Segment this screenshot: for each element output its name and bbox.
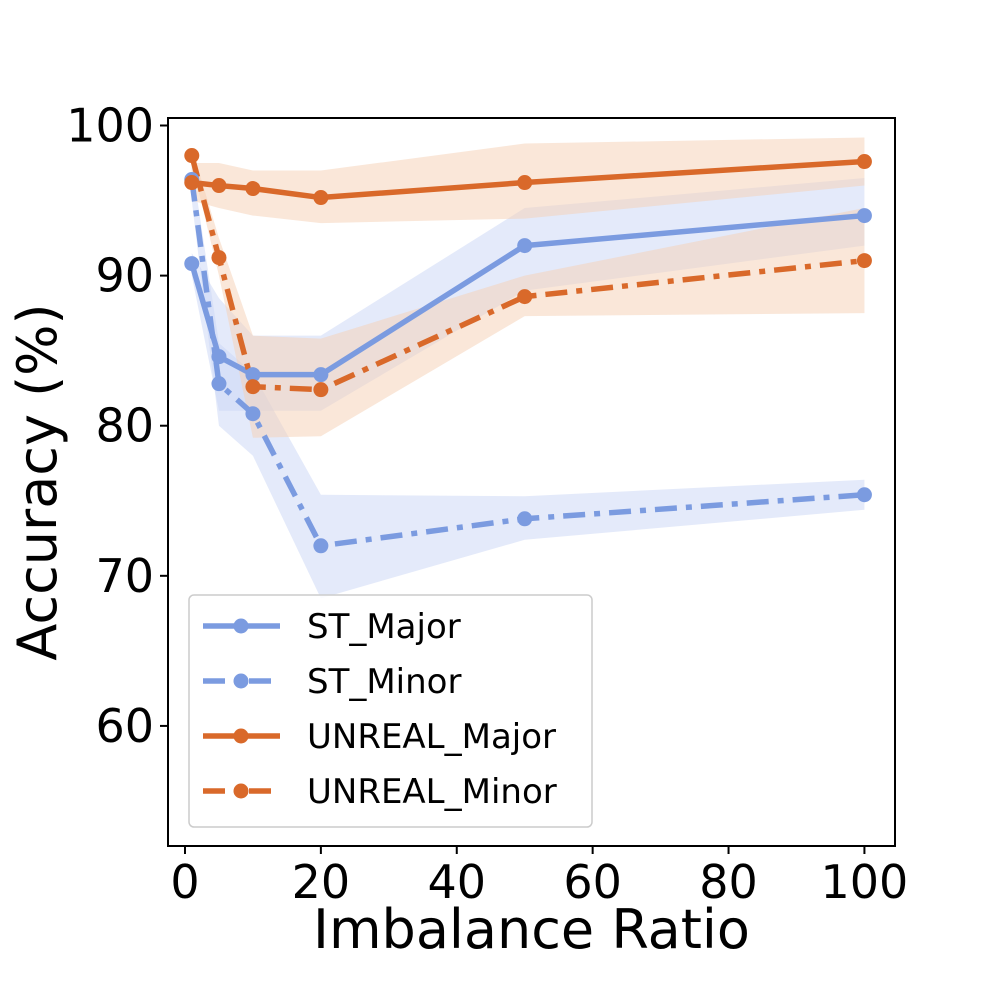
legend-label-st-major: ST_Major — [307, 607, 461, 647]
unreal-minor-point — [856, 253, 872, 269]
unreal-minor-point — [517, 289, 533, 305]
y-tick-label: 90 — [95, 249, 154, 303]
unreal-major-point — [211, 178, 227, 194]
st-major-point — [211, 349, 227, 365]
st-major-point — [856, 208, 872, 224]
unreal-major-point — [245, 181, 261, 197]
x-tick-label: 100 — [821, 855, 909, 909]
legend-label-unreal-minor: UNREAL_Minor — [307, 772, 557, 812]
confidence-bands — [191, 137, 865, 599]
st-major-point — [313, 367, 329, 383]
plot-frame — [167, 117, 896, 847]
st-minor-point — [517, 511, 533, 527]
x-tick-label: 0 — [170, 855, 199, 909]
legend-label-st-minor: ST_Minor — [307, 662, 461, 702]
y-tick-label: 70 — [95, 549, 154, 603]
st-major-point — [245, 367, 261, 383]
st-minor-point — [211, 376, 227, 392]
st-major-line — [189, 212, 865, 378]
x-tick-label: 40 — [427, 855, 486, 909]
y-tick-label: 80 — [95, 399, 154, 453]
st-minor-band — [191, 163, 865, 599]
x-axis-title: Imbalance Ratio — [313, 898, 750, 961]
unreal-major-point — [517, 175, 533, 191]
unreal-minor-point — [211, 250, 227, 266]
y-tick-label: 100 — [66, 99, 154, 153]
x-tick-label: 80 — [699, 855, 758, 909]
legend-marker-st-minor — [233, 673, 249, 689]
y-tick-label: 60 — [95, 699, 154, 753]
st-minor-point — [245, 406, 261, 422]
st-major-point — [517, 238, 533, 254]
legend-label-unreal-major: UNREAL_Major — [307, 717, 556, 757]
unreal-major-point — [856, 154, 872, 170]
y-axis-ticks: 60 70 80 90 100 — [66, 99, 168, 753]
series-markers — [184, 148, 872, 554]
unreal-major-point — [313, 190, 329, 206]
legend: ST_Major ST_Minor UNREAL_Major UNREAL_Minor — [188, 594, 593, 828]
st-minor-point — [856, 487, 872, 503]
x-tick-label: 60 — [563, 855, 622, 909]
st-minor-point — [313, 538, 329, 554]
legend-marker-st-major — [233, 618, 249, 634]
legend-marker-unreal-minor — [233, 783, 249, 799]
x-tick-label: 20 — [292, 855, 351, 909]
st-minor-line — [189, 179, 865, 549]
unreal-minor-point — [184, 148, 200, 164]
legend-marker-unreal-major — [233, 728, 249, 744]
st-major-point — [184, 256, 200, 272]
legend-box — [188, 594, 593, 828]
unreal-major-point — [184, 175, 200, 191]
x-axis-ticks: 0 20 40 60 80 100 — [170, 846, 908, 909]
unreal-minor-line — [189, 154, 865, 393]
unreal-minor-point — [245, 379, 261, 395]
unreal-minor-point — [313, 382, 329, 398]
y-axis-title: Accuracy (%) — [6, 303, 69, 660]
